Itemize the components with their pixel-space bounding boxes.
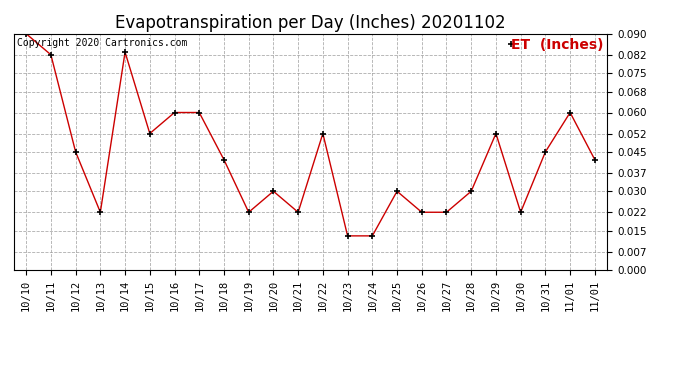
Legend: ET  (Inches): ET (Inches) (511, 38, 603, 52)
ET  (Inches) (269, 189, 277, 194)
ET  (Inches) (417, 210, 426, 214)
ET  (Inches) (368, 234, 377, 238)
ET  (Inches) (344, 234, 352, 238)
Line: ET  (Inches): ET (Inches) (23, 31, 598, 239)
ET  (Inches) (22, 32, 30, 36)
ET  (Inches) (146, 131, 154, 136)
ET  (Inches) (294, 210, 302, 214)
ET  (Inches) (96, 210, 104, 214)
ET  (Inches) (393, 189, 401, 194)
ET  (Inches) (566, 110, 574, 115)
ET  (Inches) (467, 189, 475, 194)
ET  (Inches) (47, 53, 55, 57)
ET  (Inches) (442, 210, 451, 214)
ET  (Inches) (195, 110, 204, 115)
ET  (Inches) (591, 158, 599, 162)
ET  (Inches) (220, 158, 228, 162)
ET  (Inches) (541, 150, 549, 154)
ET  (Inches) (319, 131, 327, 136)
ET  (Inches) (492, 131, 500, 136)
Title: Evapotranspiration per Day (Inches) 20201102: Evapotranspiration per Day (Inches) 2020… (115, 14, 506, 32)
ET  (Inches) (244, 210, 253, 214)
Text: Copyright 2020 Cartronics.com: Copyright 2020 Cartronics.com (17, 39, 187, 48)
ET  (Inches) (170, 110, 179, 115)
ET  (Inches) (72, 150, 80, 154)
ET  (Inches) (517, 210, 525, 214)
ET  (Inches) (121, 50, 129, 54)
